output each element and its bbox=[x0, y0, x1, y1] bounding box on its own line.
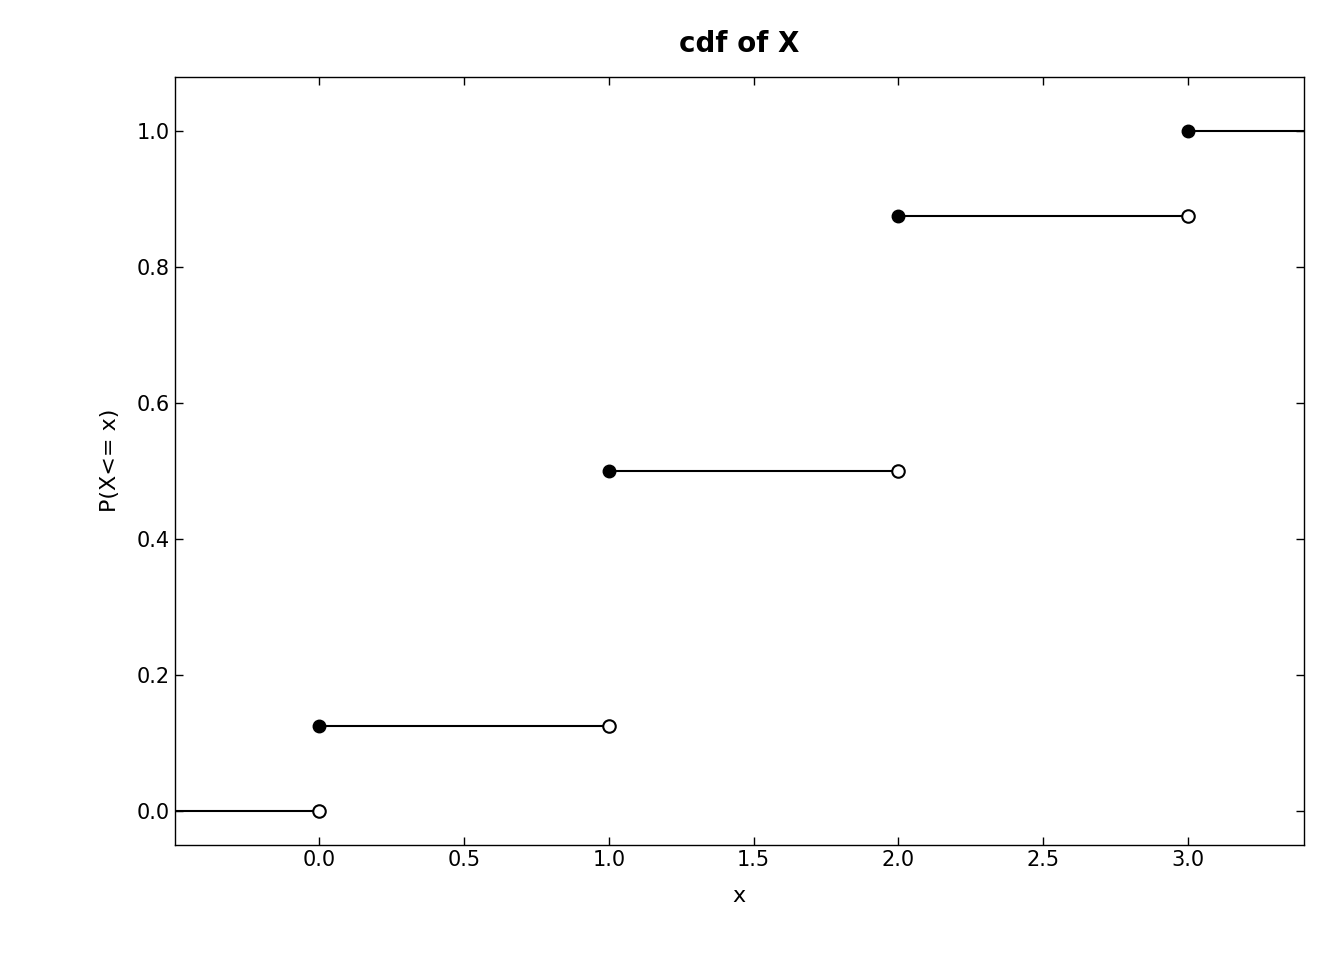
Title: cdf of X: cdf of X bbox=[679, 30, 800, 58]
Y-axis label: P(X<= x): P(X<= x) bbox=[99, 409, 120, 513]
X-axis label: x: x bbox=[732, 886, 746, 906]
